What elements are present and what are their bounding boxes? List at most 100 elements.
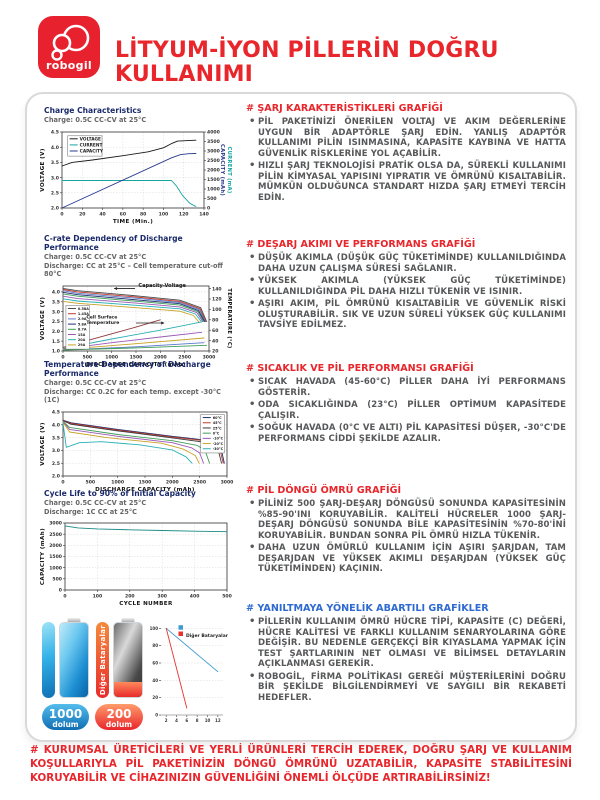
good-cycles-badge: 1000 dolum (42, 704, 89, 730)
svg-text:2500: 2500 (207, 158, 220, 164)
svg-text:CURRENT: CURRENT (80, 142, 103, 148)
svg-text:100: 100 (212, 307, 222, 313)
svg-text:45°C: 45°C (213, 421, 222, 425)
robogil-circles-icon (51, 24, 90, 61)
svg-text:20: 20 (212, 348, 218, 354)
bullet-item: PİLLERİN KULLANIM ÖMRÜ HÜCRE TİPİ, KAPAS… (249, 616, 566, 670)
svg-text:2500: 2500 (193, 479, 206, 485)
other-batteries-label: Diğer Bataryalar (98, 624, 107, 696)
svg-text:2500: 2500 (178, 354, 191, 360)
chart-subtitle: Charge: 0.5C CC-CV at 25°C (44, 379, 147, 387)
svg-text:2.0: 2.0 (52, 329, 60, 335)
svg-text:-10°C: -10°C (213, 436, 224, 440)
svg-text:0.58A: 0.58A (78, 306, 89, 310)
chart-block-cycle-life: Cycle Life to 90% of Initial Capacity Ch… (38, 489, 236, 607)
svg-text:VOLTAGE (V): VOLTAGE (V) (40, 422, 46, 466)
svg-text:100: 100 (150, 626, 159, 631)
section-desarj-akimi: # DEŞARJ AKIMI VE PERFORMANS GRAFİĞİ DÜŞ… (246, 239, 566, 333)
svg-text:60: 60 (152, 661, 158, 666)
section-heading: # SICAKLIK VE PİL PERFORMANSI GRAFİĞİ (246, 363, 474, 374)
chart-block-crate-discharge: C-rate Dependency of Discharge Performan… (38, 234, 236, 368)
svg-text:0: 0 (155, 713, 158, 718)
bullet-item: HIZLI ŞARJ TEKNOLOJİSİ PRATİK OLSA DA, S… (249, 160, 566, 203)
svg-text:1000: 1000 (105, 354, 118, 360)
svg-text:1000: 1000 (207, 186, 220, 192)
chart-subtitle: Charge: 0.5C CC-CV at 25°C (44, 253, 147, 261)
svg-text:TIME (Min.): TIME (Min.) (113, 219, 153, 225)
svg-text:100: 100 (159, 211, 169, 217)
svg-text:60°C: 60°C (213, 416, 222, 420)
svg-text:3.0: 3.0 (52, 309, 60, 315)
chart-block-temperature-discharge: Temperature Dependency of Discharge Perf… (38, 360, 236, 493)
svg-text:3000: 3000 (49, 521, 62, 527)
bullet-item: DAHA UZUN ÖMÜRLÜ KULLANIM İÇİN AŞIRI ŞAR… (249, 542, 566, 575)
svg-text:2.5: 2.5 (51, 190, 59, 196)
chart-block-charge-characteristics: Charge Characteristics Charge: 0.5C CC-C… (38, 106, 236, 225)
svg-text:2.0: 2.0 (51, 205, 59, 211)
section-dongu-omru: # PİL DÖNGÜ ÖMRÜ GRAFİĞİ PİLİNİZ 500 ŞAR… (246, 485, 566, 577)
svg-text:2000: 2000 (166, 479, 179, 485)
svg-text:500: 500 (52, 577, 62, 583)
svg-text:6: 6 (185, 718, 188, 723)
svg-text:DISCHARGE CAPACITY (mAh): DISCHARGE CAPACITY (mAh) (86, 362, 186, 368)
svg-text:80: 80 (140, 211, 146, 217)
svg-text:CAPACITY: CAPACITY (80, 148, 104, 154)
svg-text:2000: 2000 (154, 354, 167, 360)
svg-text:CYCLE NUMBER: CYCLE NUMBER (119, 601, 173, 607)
svg-text:0: 0 (60, 211, 63, 217)
svg-text:2.9A: 2.9A (78, 317, 87, 321)
svg-text:1500: 1500 (139, 479, 152, 485)
svg-text:8.7A: 8.7A (78, 327, 87, 331)
svg-text:80: 80 (152, 643, 158, 648)
svg-text:120: 120 (179, 211, 189, 217)
bullet-item: ROBOGİL, FİRMA POLİTİKASI GEREĞİ MÜŞTERİ… (249, 671, 566, 704)
svg-text:400: 400 (190, 594, 200, 600)
svg-text:80: 80 (212, 317, 218, 323)
svg-text:60: 60 (212, 328, 218, 334)
svg-text:0: 0 (59, 588, 62, 594)
svg-text:4.0: 4.0 (52, 289, 60, 295)
svg-text:200: 200 (125, 594, 135, 600)
svg-text:8: 8 (196, 718, 199, 723)
svg-text:CURRENT (mA): CURRENT (mA) (226, 146, 232, 193)
svg-text:-20°C: -20°C (213, 442, 224, 446)
bullet-item: DÜŞÜK AKIMLA (DÜŞÜK GÜÇ TÜKETİMİNDE) KUL… (249, 252, 566, 274)
svg-text:4.0: 4.0 (52, 422, 60, 428)
svg-text:2000: 2000 (49, 543, 62, 549)
footer-note: # KURUMSAL ÜRETİCİLERİ VE YERLİ ÜRÜNLERİ… (30, 744, 572, 784)
svg-text:40: 40 (152, 678, 158, 683)
svg-text:1500: 1500 (130, 354, 143, 360)
svg-text:0: 0 (63, 594, 66, 600)
svg-text:4000: 4000 (207, 129, 220, 135)
svg-text:500: 500 (222, 594, 232, 600)
chart-subtitle: Discharge: CC 0.2C for each temp. except… (44, 387, 221, 405)
svg-text:3500: 3500 (207, 139, 220, 145)
bullet-item: SICAK HAVADA (45-60°C) PİLLER DAHA İYİ P… (249, 376, 566, 398)
svg-text:140: 140 (199, 211, 209, 217)
bullet-item: PİL PAKETİNİZİ ÖNERİLEN VOLTAJ VE AKIM D… (249, 116, 566, 159)
robogil-battery-pill (42, 622, 55, 698)
svg-text:100: 100 (93, 594, 103, 600)
svg-text:VOLTAGE (V): VOLTAGE (V) (40, 296, 46, 340)
page-title: LİTYUM-İYON PİLLERİN DOĞRU KULLANIMI (115, 37, 499, 88)
bad-cycles-value: 200 (106, 707, 132, 721)
svg-text:15A: 15A (78, 332, 86, 336)
svg-text:60: 60 (120, 211, 126, 217)
svg-text:1.5: 1.5 (52, 339, 60, 345)
bullet-item: AŞIRI AKIM, PİL ÖMRÜNÜ KISALTABİLİR VE G… (249, 298, 566, 331)
svg-text:3.5: 3.5 (52, 435, 60, 441)
chart-subtitle: Discharge: 1C CC at 25°C (44, 507, 137, 516)
charge-characteristics-chart: 0 20 40 60 80 100 120 140 2.0 2.5 3.0 3.5 4.0 4.5 0 500… (38, 128, 234, 225)
svg-text:Capacity-Voltage: Capacity-Voltage (138, 283, 186, 289)
bad-cycles-unit: dolum (105, 720, 133, 729)
battery-body (59, 622, 89, 698)
chart-subtitle: Charge: 0.5C CC-CV at 25°C (44, 116, 147, 124)
bullet-item: SOĞUK HAVADA (0°C VE ALTI) PİL KAPASİTES… (249, 422, 566, 444)
svg-text:CAPACITY (mAh): CAPACITY (mAh) (219, 144, 225, 196)
bullet-item: PİLİNİZ 500 ŞARJ-DEŞARJ DÖNGÜSÜ SONUNDA … (249, 498, 566, 541)
svg-text:500: 500 (86, 479, 96, 485)
svg-text:29A: 29A (78, 343, 86, 347)
svg-text:CAPACITY (mAh): CAPACITY (mAh) (40, 528, 46, 585)
good-cycles-value: 1000 (48, 707, 83, 721)
chart-title: Temperature Dependency of Discharge Perf… (44, 360, 211, 378)
